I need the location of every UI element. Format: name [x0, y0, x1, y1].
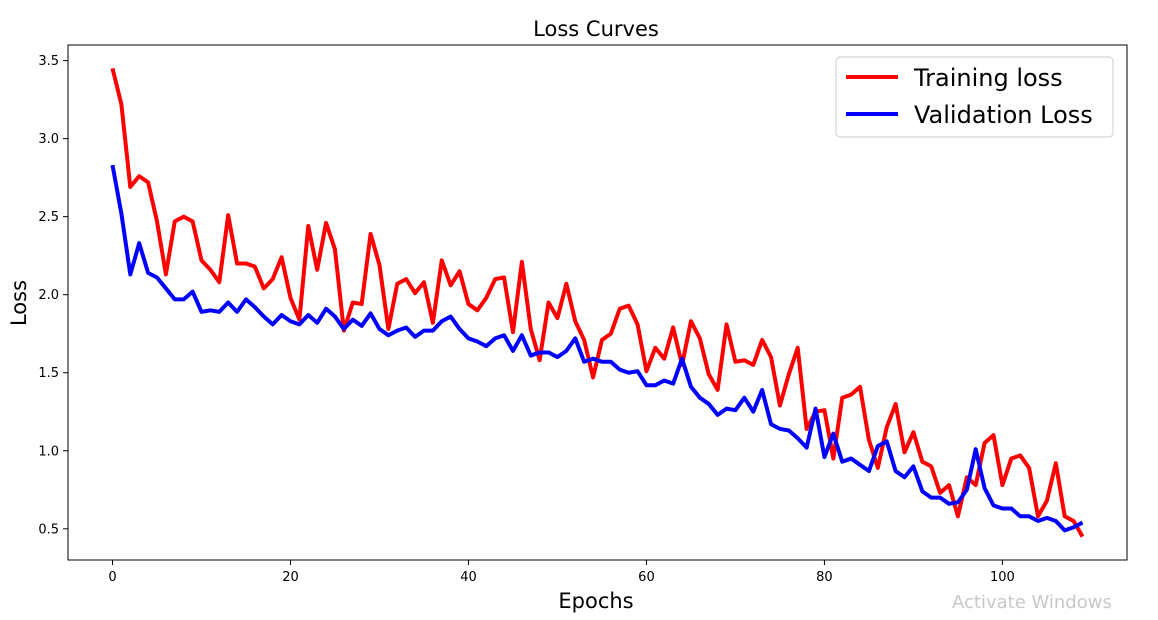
x-axis: 0 20 40 60 80 100 — [108, 560, 1015, 585]
series-lines — [110, 67, 1085, 538]
chart-title: Loss Curves — [533, 17, 659, 41]
y-tick-label: 2.0 — [38, 288, 59, 303]
x-axis-label: Epochs — [558, 589, 633, 613]
y-tick-label: 2.5 — [38, 210, 59, 225]
x-tick-label: 100 — [990, 570, 1015, 585]
y-axis: 0.5 1.0 1.5 2.0 2.5 3.0 3.5 — [38, 54, 68, 537]
legend: Training loss Validation Loss — [835, 56, 1114, 138]
plot-area — [67, 44, 1128, 561]
training-loss-line — [110, 67, 1085, 538]
y-tick-label: 3.0 — [38, 132, 59, 147]
y-tick-label: 1.0 — [38, 444, 59, 459]
y-tick-label: 1.5 — [38, 366, 59, 381]
y-tick-label: 3.5 — [38, 54, 59, 69]
x-tick-label: 60 — [638, 570, 655, 585]
y-axis-label: Loss — [7, 280, 31, 326]
x-tick-label: 40 — [460, 570, 477, 585]
y-tick-label: 0.5 — [38, 522, 59, 537]
x-tick-label: 0 — [108, 570, 116, 585]
legend-label-training: Training loss — [913, 64, 1063, 92]
x-tick-label: 20 — [282, 570, 299, 585]
validation-loss-line — [110, 164, 1084, 533]
x-tick-label: 80 — [816, 570, 833, 585]
legend-label-validation: Validation Loss — [914, 101, 1093, 129]
legend-box — [835, 56, 1114, 138]
activate-windows-watermark: Activate Windows — [952, 592, 1112, 613]
